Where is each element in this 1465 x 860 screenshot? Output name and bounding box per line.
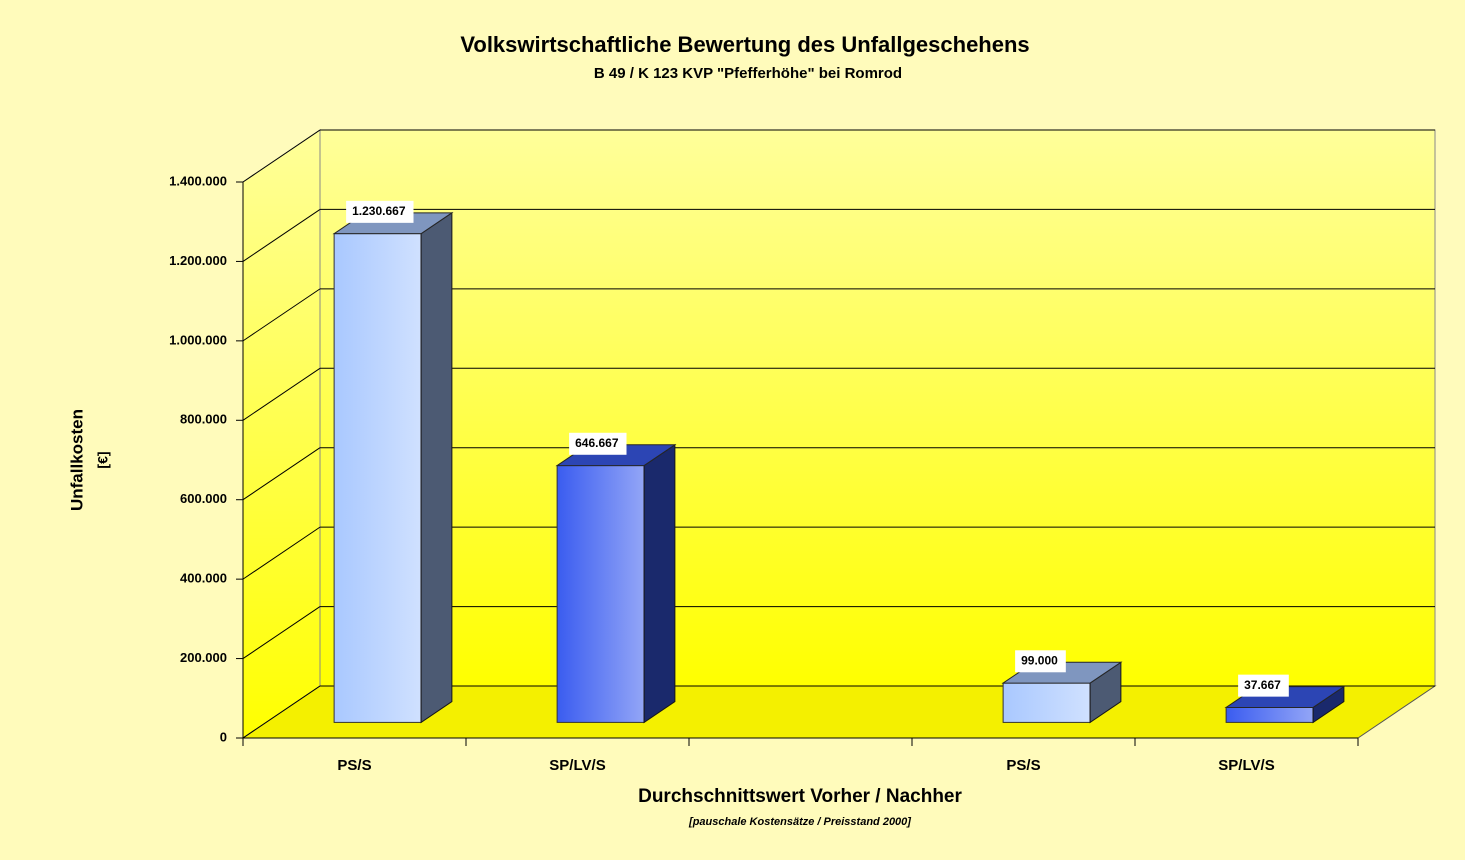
bar-side: [643, 443, 676, 724]
grid-line: [242, 526, 321, 580]
grid-line: [242, 367, 321, 421]
y-tick-label: 0: [220, 729, 227, 744]
y-tick-label: 1.400.000: [169, 173, 227, 188]
x-axis-label: Durchschnittswert Vorher / Nachher: [638, 786, 962, 807]
bar-front: [1225, 706, 1314, 723]
note: [pauschale Kostensätze / Preisstand 2000…: [688, 816, 911, 828]
back-wall: [319, 129, 1436, 687]
grid-line: [242, 209, 321, 262]
x-tick-label: PS/S: [337, 757, 371, 774]
value-label-box: [569, 432, 627, 455]
grid-line: [242, 129, 321, 183]
grid-line: [242, 288, 321, 342]
value-label: 646.667: [575, 436, 619, 450]
value-label-box: [346, 200, 414, 223]
chart-title: Volkswirtschaftliche Bewertung des Unfal…: [460, 32, 1029, 57]
bar-side: [420, 211, 453, 724]
x-tick-label: PS/S: [1006, 757, 1040, 774]
y-tick-label: 800.000: [180, 412, 227, 427]
y-tick-label: 1.200.000: [169, 253, 227, 268]
bar-front: [556, 465, 645, 723]
y-tick-label: 1.000.000: [169, 332, 227, 347]
y-tick-label: 400.000: [180, 571, 227, 586]
y-tick-label: 600.000: [180, 491, 227, 506]
chart-subtitle: B 49 / K 123 KVP "Pfefferhöhe" bei Romro…: [594, 65, 902, 82]
value-label-box: [1015, 650, 1066, 673]
x-tick-label: SP/LV/S: [1218, 757, 1274, 774]
y-tick-label: 200.000: [180, 650, 227, 665]
grid-line: [242, 685, 321, 739]
grid-line: [242, 606, 321, 659]
value-label: 1.230.667: [352, 204, 406, 218]
y-axis-unit: [€]: [95, 451, 111, 468]
grid-line: [242, 447, 321, 501]
y-axis-label: Unfallkosten: [67, 409, 86, 511]
value-label-box: [1238, 674, 1289, 697]
value-label: 99.000: [1021, 653, 1058, 667]
bar-front: [333, 233, 422, 723]
bar-front: [1002, 682, 1091, 723]
value-label: 37.667: [1244, 678, 1281, 692]
x-tick-label: SP/LV/S: [549, 757, 605, 774]
left-wall: [242, 129, 321, 739]
